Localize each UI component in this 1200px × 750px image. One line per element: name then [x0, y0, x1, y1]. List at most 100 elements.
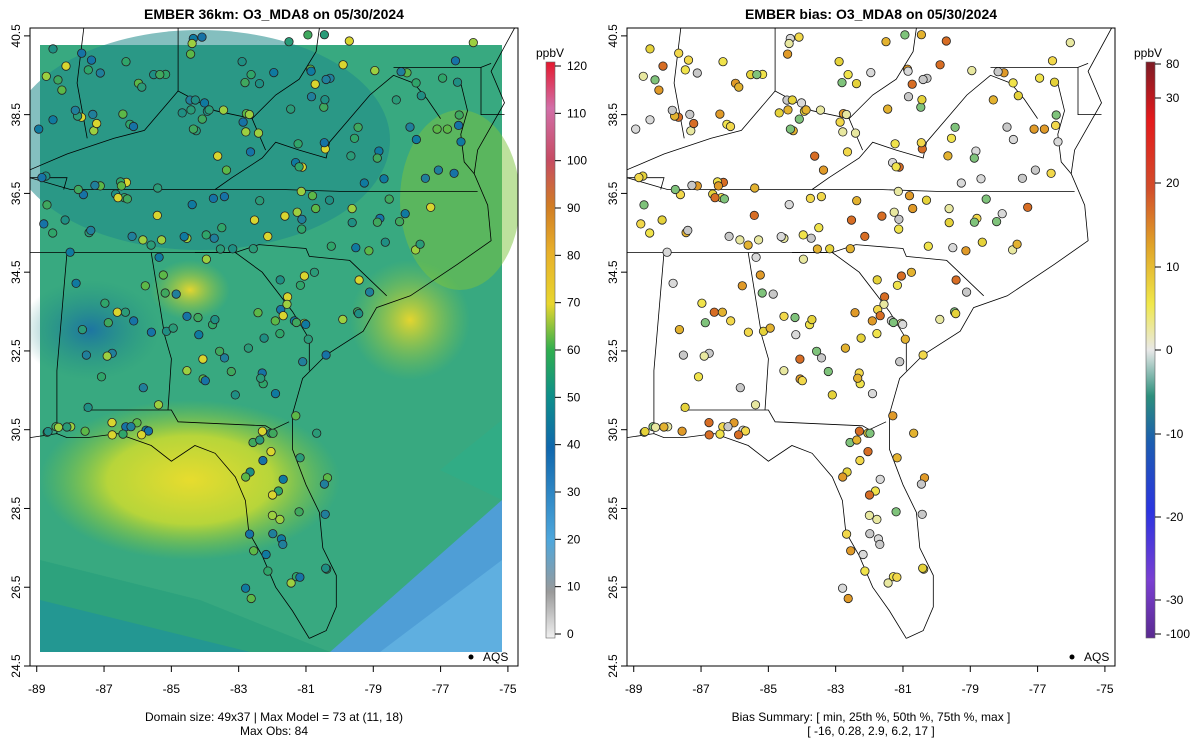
station-marker — [883, 104, 893, 114]
station-marker — [680, 65, 690, 75]
station-marker — [194, 330, 204, 340]
station-marker — [863, 446, 873, 457]
station-marker — [892, 453, 902, 463]
station-marker — [95, 68, 105, 78]
boundary-line — [848, 28, 917, 119]
station-marker — [116, 181, 127, 191]
station-marker — [845, 244, 855, 254]
station-marker — [107, 417, 117, 428]
station-marker — [704, 417, 714, 428]
station-marker — [850, 308, 860, 318]
station-marker — [889, 207, 899, 217]
station-marker — [865, 428, 875, 438]
station-marker — [718, 57, 728, 67]
station-marker — [278, 311, 288, 321]
station-marker — [674, 48, 684, 58]
station-marker — [420, 173, 430, 183]
station-marker — [112, 307, 122, 317]
station-marker — [284, 37, 294, 47]
station-marker — [268, 428, 278, 438]
station-marker — [875, 311, 885, 321]
station-marker — [197, 114, 207, 124]
station-marker — [379, 174, 389, 184]
station-marker — [255, 435, 265, 445]
y-tick-label: 28.5 — [606, 496, 620, 520]
station-marker — [806, 233, 816, 243]
station-marker — [190, 95, 200, 105]
station-marker — [774, 108, 784, 118]
x-tick-label: -81 — [297, 682, 315, 696]
left-footer: Domain size: 49x37 | Max Model = 73 at (… — [30, 710, 518, 738]
station-marker — [349, 133, 360, 143]
station-marker — [941, 36, 951, 46]
station-marker — [903, 66, 913, 76]
station-marker — [400, 209, 410, 219]
left-aqs-legend-dot — [468, 654, 474, 660]
station-marker — [255, 196, 265, 206]
station-marker — [359, 178, 369, 188]
station-marker — [306, 66, 316, 76]
station-marker — [197, 32, 207, 42]
x-tick-label: -79 — [365, 682, 383, 696]
station-marker — [188, 124, 198, 134]
colorbar-tick-label: 30 — [567, 485, 581, 499]
station-marker — [405, 122, 415, 132]
station-marker — [1017, 173, 1028, 183]
station-marker — [297, 214, 307, 224]
station-marker — [855, 455, 865, 466]
station-marker — [1035, 73, 1045, 83]
station-marker — [894, 224, 904, 234]
y-tick-label: 38.5 — [9, 103, 23, 127]
station-marker — [981, 194, 991, 204]
station-marker — [946, 133, 957, 143]
station-marker — [88, 109, 98, 120]
station-marker — [909, 428, 919, 438]
x-tick-label: -77 — [1029, 682, 1047, 696]
station-marker — [263, 566, 273, 576]
station-marker — [816, 353, 827, 363]
station-marker — [893, 186, 903, 196]
station-marker — [794, 32, 804, 42]
station-marker — [888, 317, 899, 328]
station-marker — [81, 350, 92, 360]
station-marker — [338, 314, 348, 324]
station-marker — [917, 95, 927, 105]
station-marker — [411, 134, 421, 145]
station-marker — [102, 351, 112, 361]
station-marker — [267, 490, 278, 500]
boundary-line — [83, 409, 290, 431]
station-marker — [319, 102, 329, 112]
station-marker — [319, 138, 329, 148]
station-marker — [449, 168, 459, 178]
station-marker — [86, 55, 97, 65]
boundary-line — [627, 90, 863, 171]
station-marker — [456, 137, 466, 147]
station-marker — [685, 109, 695, 120]
station-marker — [442, 124, 452, 134]
station-marker — [890, 139, 900, 149]
station-marker — [218, 105, 229, 115]
station-marker — [275, 514, 285, 525]
station-marker — [246, 593, 256, 604]
station-marker — [127, 231, 137, 241]
left-axes: -89 -87 -85 -83 -81 -79 -77 -75 24.5 26.5 28.5 30.5… — [9, 24, 517, 696]
station-marker — [187, 200, 197, 210]
left-footer-line2: Max Obs: 84 — [239, 724, 309, 738]
station-marker — [956, 178, 966, 188]
station-marker — [237, 56, 247, 67]
station-marker — [709, 307, 719, 317]
left-footer-line1: Domain size: 49x37 | Max Model = 73 at (… — [144, 710, 404, 724]
station-marker — [307, 191, 318, 201]
station-marker — [753, 235, 764, 245]
boundary-line — [990, 63, 1089, 68]
boundary-line — [1057, 83, 1072, 174]
station-marker — [344, 36, 354, 46]
station-marker — [57, 85, 67, 95]
station-marker — [321, 563, 331, 573]
boundary-line — [251, 28, 320, 119]
station-marker — [157, 235, 167, 245]
station-marker — [969, 217, 980, 227]
right-axes: -89 -87 -85 -83 -81 -79 -77 -75 24.5 26.5 28.5 30.5… — [606, 24, 1114, 696]
station-marker — [837, 583, 848, 593]
station-marker — [951, 308, 961, 319]
